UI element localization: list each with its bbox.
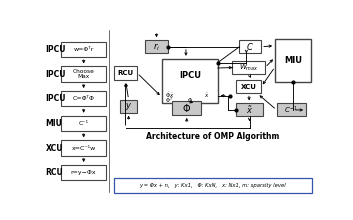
Text: $C$: $C$ [246,41,254,52]
Bar [275,39,311,82]
Text: MIU: MIU [46,119,62,128]
Text: $\tilde{\Phi}\tilde{x}$: $\tilde{\Phi}\tilde{x}$ [165,91,174,100]
Text: $\Phi^T$: $\Phi^T$ [165,96,174,105]
Bar [61,116,106,131]
Text: RCU: RCU [118,70,133,76]
Bar [61,165,106,180]
Text: $\Phi$: $\Phi$ [182,102,191,114]
Text: $C^{-1}$: $C^{-1}$ [284,104,298,116]
Bar [114,66,137,80]
Bar [114,178,311,194]
Text: r=y−Φ̃x: r=y−Φ̃x [71,170,96,175]
Bar [232,61,265,74]
Text: x=C⁻¹w: x=C⁻¹w [72,146,96,150]
Bar [277,103,306,116]
Text: y = Φx + n,   y: Kx1,   Φ: KxN,   x: Nx1, m: sparsity level: y = Φx + n, y: Kx1, Φ: KxN, x: Nx1, m: s… [139,183,286,188]
Bar [120,99,137,113]
Text: $y$: $y$ [125,101,132,112]
Text: $\tilde{x}$: $\tilde{x}$ [204,92,210,100]
Bar [236,80,261,93]
Bar [61,66,106,82]
Text: w=Φᵀr: w=Φᵀr [73,47,94,52]
Bar [172,101,202,115]
Bar [162,59,218,103]
Text: IPCU: IPCU [46,70,66,79]
Text: MIU: MIU [284,56,302,65]
Bar [145,40,168,53]
Bar [239,40,261,53]
Text: RCU: RCU [46,168,64,177]
Text: $W_{max}$: $W_{max}$ [239,62,258,73]
Text: XCU: XCU [46,144,63,152]
Bar [61,42,106,57]
Text: C=Φ̃ᵀΦ̃: C=Φ̃ᵀΦ̃ [73,96,95,101]
Text: $\tilde{x}$: $\tilde{x}$ [246,104,253,116]
Text: Max: Max [78,74,90,79]
Text: C⁻¹: C⁻¹ [79,121,89,126]
Bar [235,103,263,116]
Text: $\Phi$: $\Phi$ [187,96,193,104]
Text: XCU: XCU [241,84,257,90]
Text: IPCU: IPCU [46,45,66,54]
Bar [61,140,106,156]
Bar [61,91,106,106]
Text: IPCU: IPCU [179,71,201,80]
Text: IPCU: IPCU [46,94,66,103]
Text: $r_i$: $r_i$ [153,41,160,53]
Text: Architecture of OMP Algorithm: Architecture of OMP Algorithm [146,132,280,141]
Text: Choose: Choose [73,69,95,74]
